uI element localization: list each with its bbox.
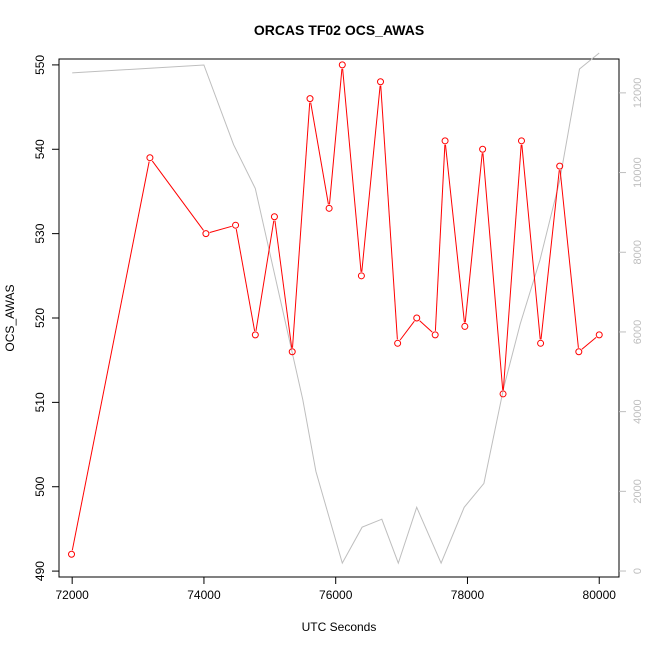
primary-series-segment: [502, 144, 522, 390]
y2-tick-label: 0: [632, 568, 644, 574]
primary-series-point: [338, 61, 346, 69]
primary-series-segment: [209, 225, 232, 234]
primary-series-segment: [419, 320, 433, 333]
primary-series-point: [413, 314, 421, 322]
primary-series-point: [479, 145, 487, 153]
primary-series-point: [68, 550, 76, 558]
primary-series-segment: [151, 160, 204, 231]
primary-series-point: [288, 348, 296, 356]
primary-series-point: [537, 339, 545, 347]
primary-series-segment: [581, 337, 597, 350]
primary-series-point: [556, 162, 564, 170]
primary-series-segment: [274, 220, 293, 348]
y-tick-label: 540: [33, 139, 47, 159]
primary-series-point: [357, 272, 365, 280]
axes-layer: 72000 74000 76000 78000 80000490500510520530…: [33, 55, 644, 602]
y-tick-label: 500: [33, 476, 47, 496]
x-tick-label: 74000: [187, 588, 221, 602]
primary-series-segment: [255, 220, 275, 332]
primary-series-point: [306, 95, 314, 103]
primary-series-segment: [342, 68, 362, 272]
primary-series-segment: [521, 144, 541, 340]
primary-series-point: [517, 137, 525, 145]
primary-series-point: [325, 204, 333, 212]
primary-series-point: [575, 348, 583, 356]
y-tick-label: 490: [33, 561, 47, 581]
primary-series-point: [146, 154, 154, 162]
x-axis-label: UTC Seconds: [302, 620, 377, 634]
primary-series-segment: [559, 170, 579, 348]
x-tick-label: 76000: [319, 588, 353, 602]
x-tick-label: 72000: [55, 588, 89, 602]
y-tick-label: 510: [33, 392, 47, 412]
y2-tick-label: 4000: [632, 399, 644, 423]
primary-series-segment: [292, 102, 311, 348]
x-tick-label: 80000: [583, 588, 617, 602]
primary-series-point: [394, 339, 402, 347]
chart-title: ORCAS TF02 OCS_AWAS: [254, 22, 424, 38]
primary-series-segment: [361, 85, 381, 272]
primary-series-point: [431, 331, 439, 339]
y2-tick-label: 12000: [632, 78, 644, 109]
y2-tick-label: 8000: [632, 240, 644, 264]
series-layer: [68, 52, 603, 565]
y2-tick-label: 2000: [632, 479, 644, 503]
primary-series-segment: [310, 102, 329, 205]
y2-tick-label: 6000: [632, 320, 644, 344]
secondary-series-line: [72, 52, 600, 565]
x-tick-label: 78000: [451, 588, 485, 602]
primary-series-point: [251, 331, 259, 339]
primary-series-segment: [380, 85, 398, 340]
primary-series-point: [377, 78, 385, 86]
primary-series-segment: [434, 144, 446, 331]
primary-series-segment: [328, 68, 343, 205]
primary-series-segment: [399, 320, 415, 341]
primary-series-point: [595, 331, 603, 339]
primary-series-segment: [464, 153, 483, 323]
primary-series-point: [461, 322, 469, 330]
primary-series-point: [441, 137, 449, 145]
y-axis-label: OCS_AWAS: [3, 284, 17, 351]
primary-series-point: [202, 230, 210, 238]
y-tick-label: 520: [33, 308, 47, 328]
primary-series-point: [232, 221, 240, 229]
plot-box: [58, 58, 620, 578]
y-tick-label: 530: [33, 223, 47, 243]
primary-series-point: [499, 390, 507, 398]
primary-series-point: [270, 213, 278, 221]
y2-tick-label: 10000: [632, 157, 644, 188]
primary-series-segment: [444, 144, 465, 323]
y-tick-label: 550: [33, 55, 47, 75]
primary-series-segment: [540, 170, 560, 340]
primary-series-segment: [482, 153, 504, 390]
primary-series-segment: [71, 161, 150, 551]
primary-series-segment: [235, 229, 256, 332]
